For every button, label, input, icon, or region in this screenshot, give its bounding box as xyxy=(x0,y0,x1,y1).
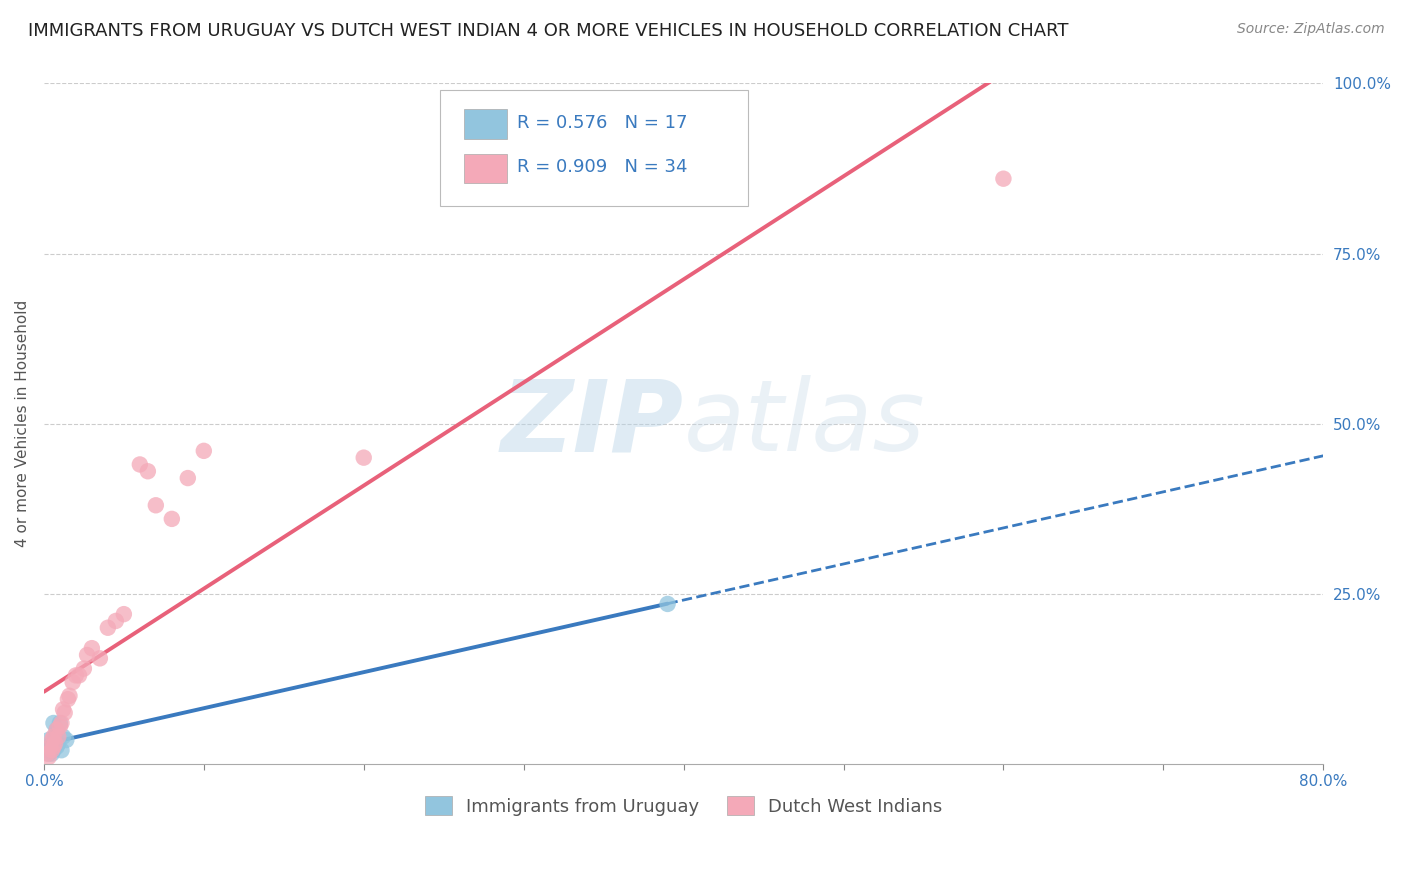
Point xyxy=(89,651,111,665)
Point xyxy=(160,512,183,526)
Point xyxy=(52,702,75,716)
Point xyxy=(38,733,60,747)
Point xyxy=(112,607,135,621)
Point xyxy=(73,662,96,676)
Point xyxy=(38,750,60,764)
Point xyxy=(193,443,215,458)
Point xyxy=(49,716,72,731)
Point xyxy=(51,743,73,757)
Point xyxy=(42,743,65,757)
Point xyxy=(67,668,90,682)
Point xyxy=(353,450,375,465)
Point xyxy=(45,723,67,737)
Point xyxy=(136,464,159,478)
FancyBboxPatch shape xyxy=(464,110,508,139)
Point xyxy=(104,614,127,628)
Point xyxy=(44,736,66,750)
Y-axis label: 4 or more Vehicles in Household: 4 or more Vehicles in Household xyxy=(15,300,30,548)
Text: ZIP: ZIP xyxy=(501,376,683,472)
FancyBboxPatch shape xyxy=(440,90,748,206)
Text: IMMIGRANTS FROM URUGUAY VS DUTCH WEST INDIAN 4 OR MORE VEHICLES IN HOUSEHOLD COR: IMMIGRANTS FROM URUGUAY VS DUTCH WEST IN… xyxy=(28,22,1069,40)
Point xyxy=(76,648,98,662)
Point xyxy=(65,668,87,682)
Point xyxy=(42,716,65,731)
Point xyxy=(41,733,63,747)
Point xyxy=(128,458,150,472)
Point xyxy=(55,733,77,747)
Point xyxy=(39,739,62,754)
Text: atlas: atlas xyxy=(683,376,925,472)
Point xyxy=(46,736,69,750)
Point xyxy=(45,723,67,737)
Point xyxy=(145,498,167,512)
Text: R = 0.909   N = 34: R = 0.909 N = 34 xyxy=(517,158,688,176)
Point xyxy=(45,739,67,754)
Point xyxy=(38,747,60,761)
Point xyxy=(35,747,58,761)
Point xyxy=(177,471,200,485)
Point xyxy=(657,597,679,611)
Point xyxy=(62,675,84,690)
Legend: Immigrants from Uruguay, Dutch West Indians: Immigrants from Uruguay, Dutch West Indi… xyxy=(418,789,949,822)
Text: Source: ZipAtlas.com: Source: ZipAtlas.com xyxy=(1237,22,1385,37)
Point xyxy=(53,706,76,720)
Point xyxy=(44,730,66,744)
Point xyxy=(49,719,72,733)
Text: R = 0.576   N = 17: R = 0.576 N = 17 xyxy=(517,114,688,132)
Point xyxy=(41,743,63,757)
Point xyxy=(42,739,65,754)
Point xyxy=(56,692,79,706)
Point xyxy=(35,743,58,757)
FancyBboxPatch shape xyxy=(464,153,508,184)
Point xyxy=(97,621,120,635)
Point xyxy=(80,641,103,656)
Point xyxy=(51,716,73,731)
Point xyxy=(41,747,63,761)
Point xyxy=(52,730,75,744)
Point xyxy=(41,736,63,750)
Point xyxy=(39,739,62,754)
Point xyxy=(993,171,1015,186)
Point xyxy=(58,689,80,703)
Point xyxy=(46,730,69,744)
Point xyxy=(42,730,65,744)
